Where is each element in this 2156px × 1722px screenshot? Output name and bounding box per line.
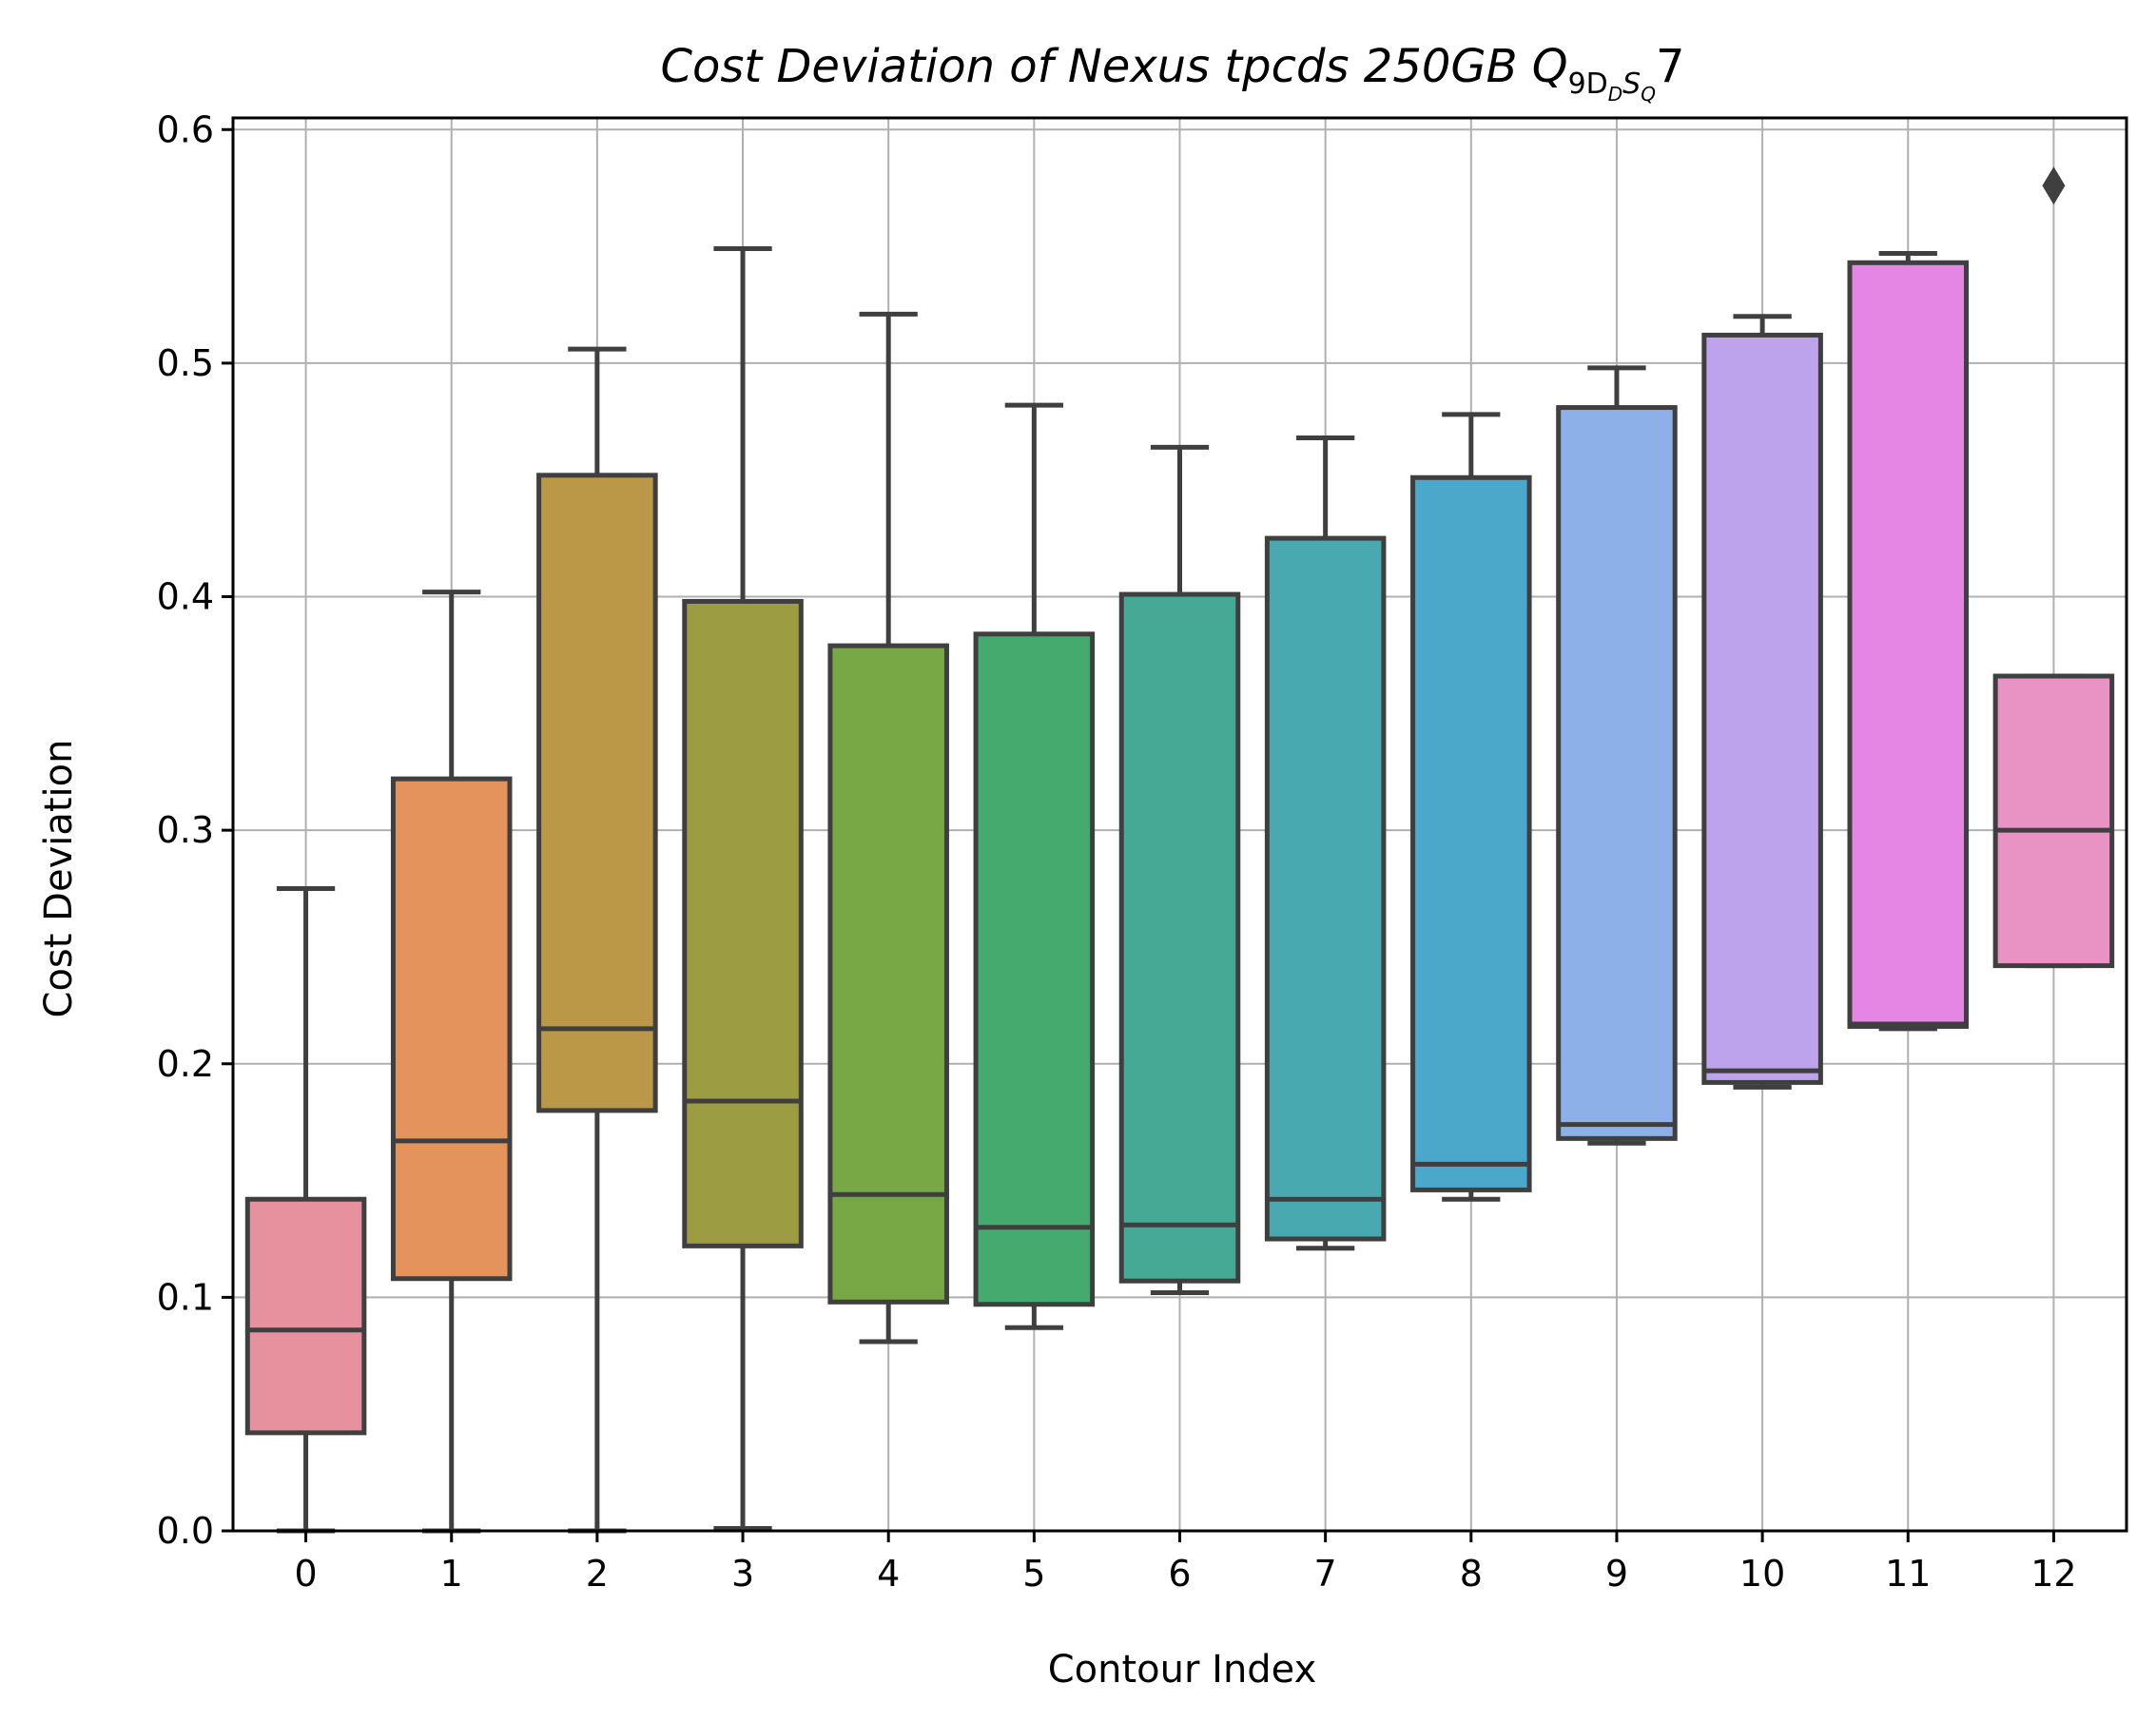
- box-8: [1410, 412, 1532, 1202]
- x-tick-label: 1: [440, 1553, 463, 1595]
- box-4: [827, 311, 949, 1345]
- box-5: [973, 402, 1096, 1330]
- box-6: [1118, 444, 1241, 1295]
- y-tick-label: 0.6: [157, 108, 214, 150]
- chart-title: Cost Deviation of Nexus tpcds 250GB Q9DD…: [660, 40, 1684, 106]
- y-tick-label: 0.0: [157, 1510, 214, 1552]
- x-tick-label: 2: [586, 1553, 609, 1595]
- chart-title-sub2: D: [1608, 83, 1622, 106]
- box-0: [244, 886, 367, 1534]
- y-axis-label: Cost Deviation: [37, 740, 81, 1018]
- box-iqr: [1410, 474, 1532, 1192]
- boxes: [244, 166, 2115, 1534]
- y-axis: 0.0 0.1 0.2 0.3 0.4 0.5 0.6: [157, 108, 233, 1552]
- y-tick-label: 0.1: [157, 1276, 214, 1318]
- box-iqr: [1992, 673, 2115, 969]
- box-iqr: [244, 1196, 367, 1436]
- x-tick-label: 0: [294, 1553, 317, 1595]
- box-iqr: [827, 643, 949, 1305]
- box-iqr: [682, 598, 804, 1248]
- x-axis: 0 1 2 3 4 5 6 7 8 9 10 11 12: [294, 1531, 2077, 1595]
- x-tick-label: 8: [1460, 1553, 1483, 1595]
- x-tick-label: 10: [1739, 1553, 1785, 1595]
- box-iqr: [1118, 591, 1241, 1284]
- outlier-point: [2042, 166, 2066, 205]
- box-iqr: [390, 776, 513, 1282]
- box-11: [1847, 250, 1970, 1032]
- box-12: [1992, 166, 2115, 969]
- chart-title-sub1: 9D: [1568, 68, 1608, 101]
- box-3: [682, 246, 804, 1532]
- x-tick-label: 6: [1168, 1553, 1191, 1595]
- chart-title-main: Cost Deviation of Nexus tpcds 250GB Q: [660, 40, 1567, 93]
- x-tick-label: 5: [1022, 1553, 1045, 1595]
- chart-title-tail: 7: [1656, 40, 1685, 93]
- x-tick-label: 4: [877, 1553, 900, 1595]
- x-tick-label: 3: [731, 1553, 754, 1595]
- chart-title-sub4: Q: [1641, 83, 1656, 106]
- y-tick-label: 0.3: [157, 809, 214, 851]
- box-10: [1701, 314, 1823, 1090]
- box-iqr: [1556, 405, 1678, 1141]
- box-2: [536, 346, 658, 1534]
- box-iqr: [536, 473, 658, 1113]
- x-tick-label: 11: [1885, 1553, 1931, 1595]
- x-tick-label: 12: [2030, 1553, 2076, 1595]
- box-iqr: [1701, 332, 1823, 1085]
- x-axis-label: Contour Index: [1048, 1648, 1317, 1692]
- y-tick-label: 0.5: [157, 342, 214, 384]
- box-iqr: [973, 631, 1096, 1307]
- box-7: [1264, 435, 1387, 1251]
- y-tick-label: 0.2: [157, 1043, 214, 1085]
- box-9: [1556, 365, 1678, 1146]
- x-tick-label: 9: [1605, 1553, 1628, 1595]
- box-iqr: [1264, 535, 1387, 1242]
- y-tick-label: 0.4: [157, 576, 214, 618]
- chart-title-sub3: S: [1622, 68, 1641, 101]
- box-1: [390, 590, 513, 1534]
- box-iqr: [1847, 260, 1970, 1029]
- x-tick-label: 7: [1314, 1553, 1337, 1595]
